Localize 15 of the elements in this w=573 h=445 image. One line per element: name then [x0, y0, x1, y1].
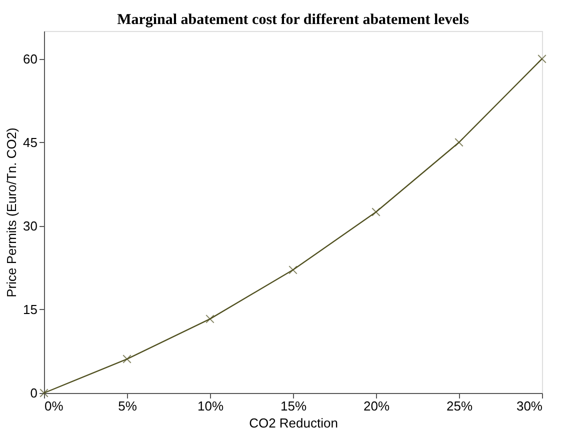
x-tick-label: 30% [516, 398, 543, 414]
x-tick-label: 15% [280, 398, 307, 414]
x-axis-title: CO2 Reduction [249, 416, 338, 430]
x-tick-label: 5% [118, 398, 138, 414]
y-tick-label: 30 [23, 218, 38, 234]
y-tick-label: 0 [30, 386, 38, 400]
y-tick-label: 15 [23, 302, 38, 317]
x-tick-label: 10% [197, 398, 224, 414]
y-tick-label: 60 [23, 51, 38, 66]
chart-title: Marginal abatement cost for different abatement levels [117, 12, 470, 28]
x-tick-label: 20% [363, 398, 390, 414]
x-tick-label: 25% [446, 398, 473, 414]
y-axis-title: Price Permits (Euro/Tn. CO2) [4, 128, 20, 298]
y-tick-label: 45 [23, 134, 38, 150]
x-tick-label: 0% [44, 398, 64, 414]
